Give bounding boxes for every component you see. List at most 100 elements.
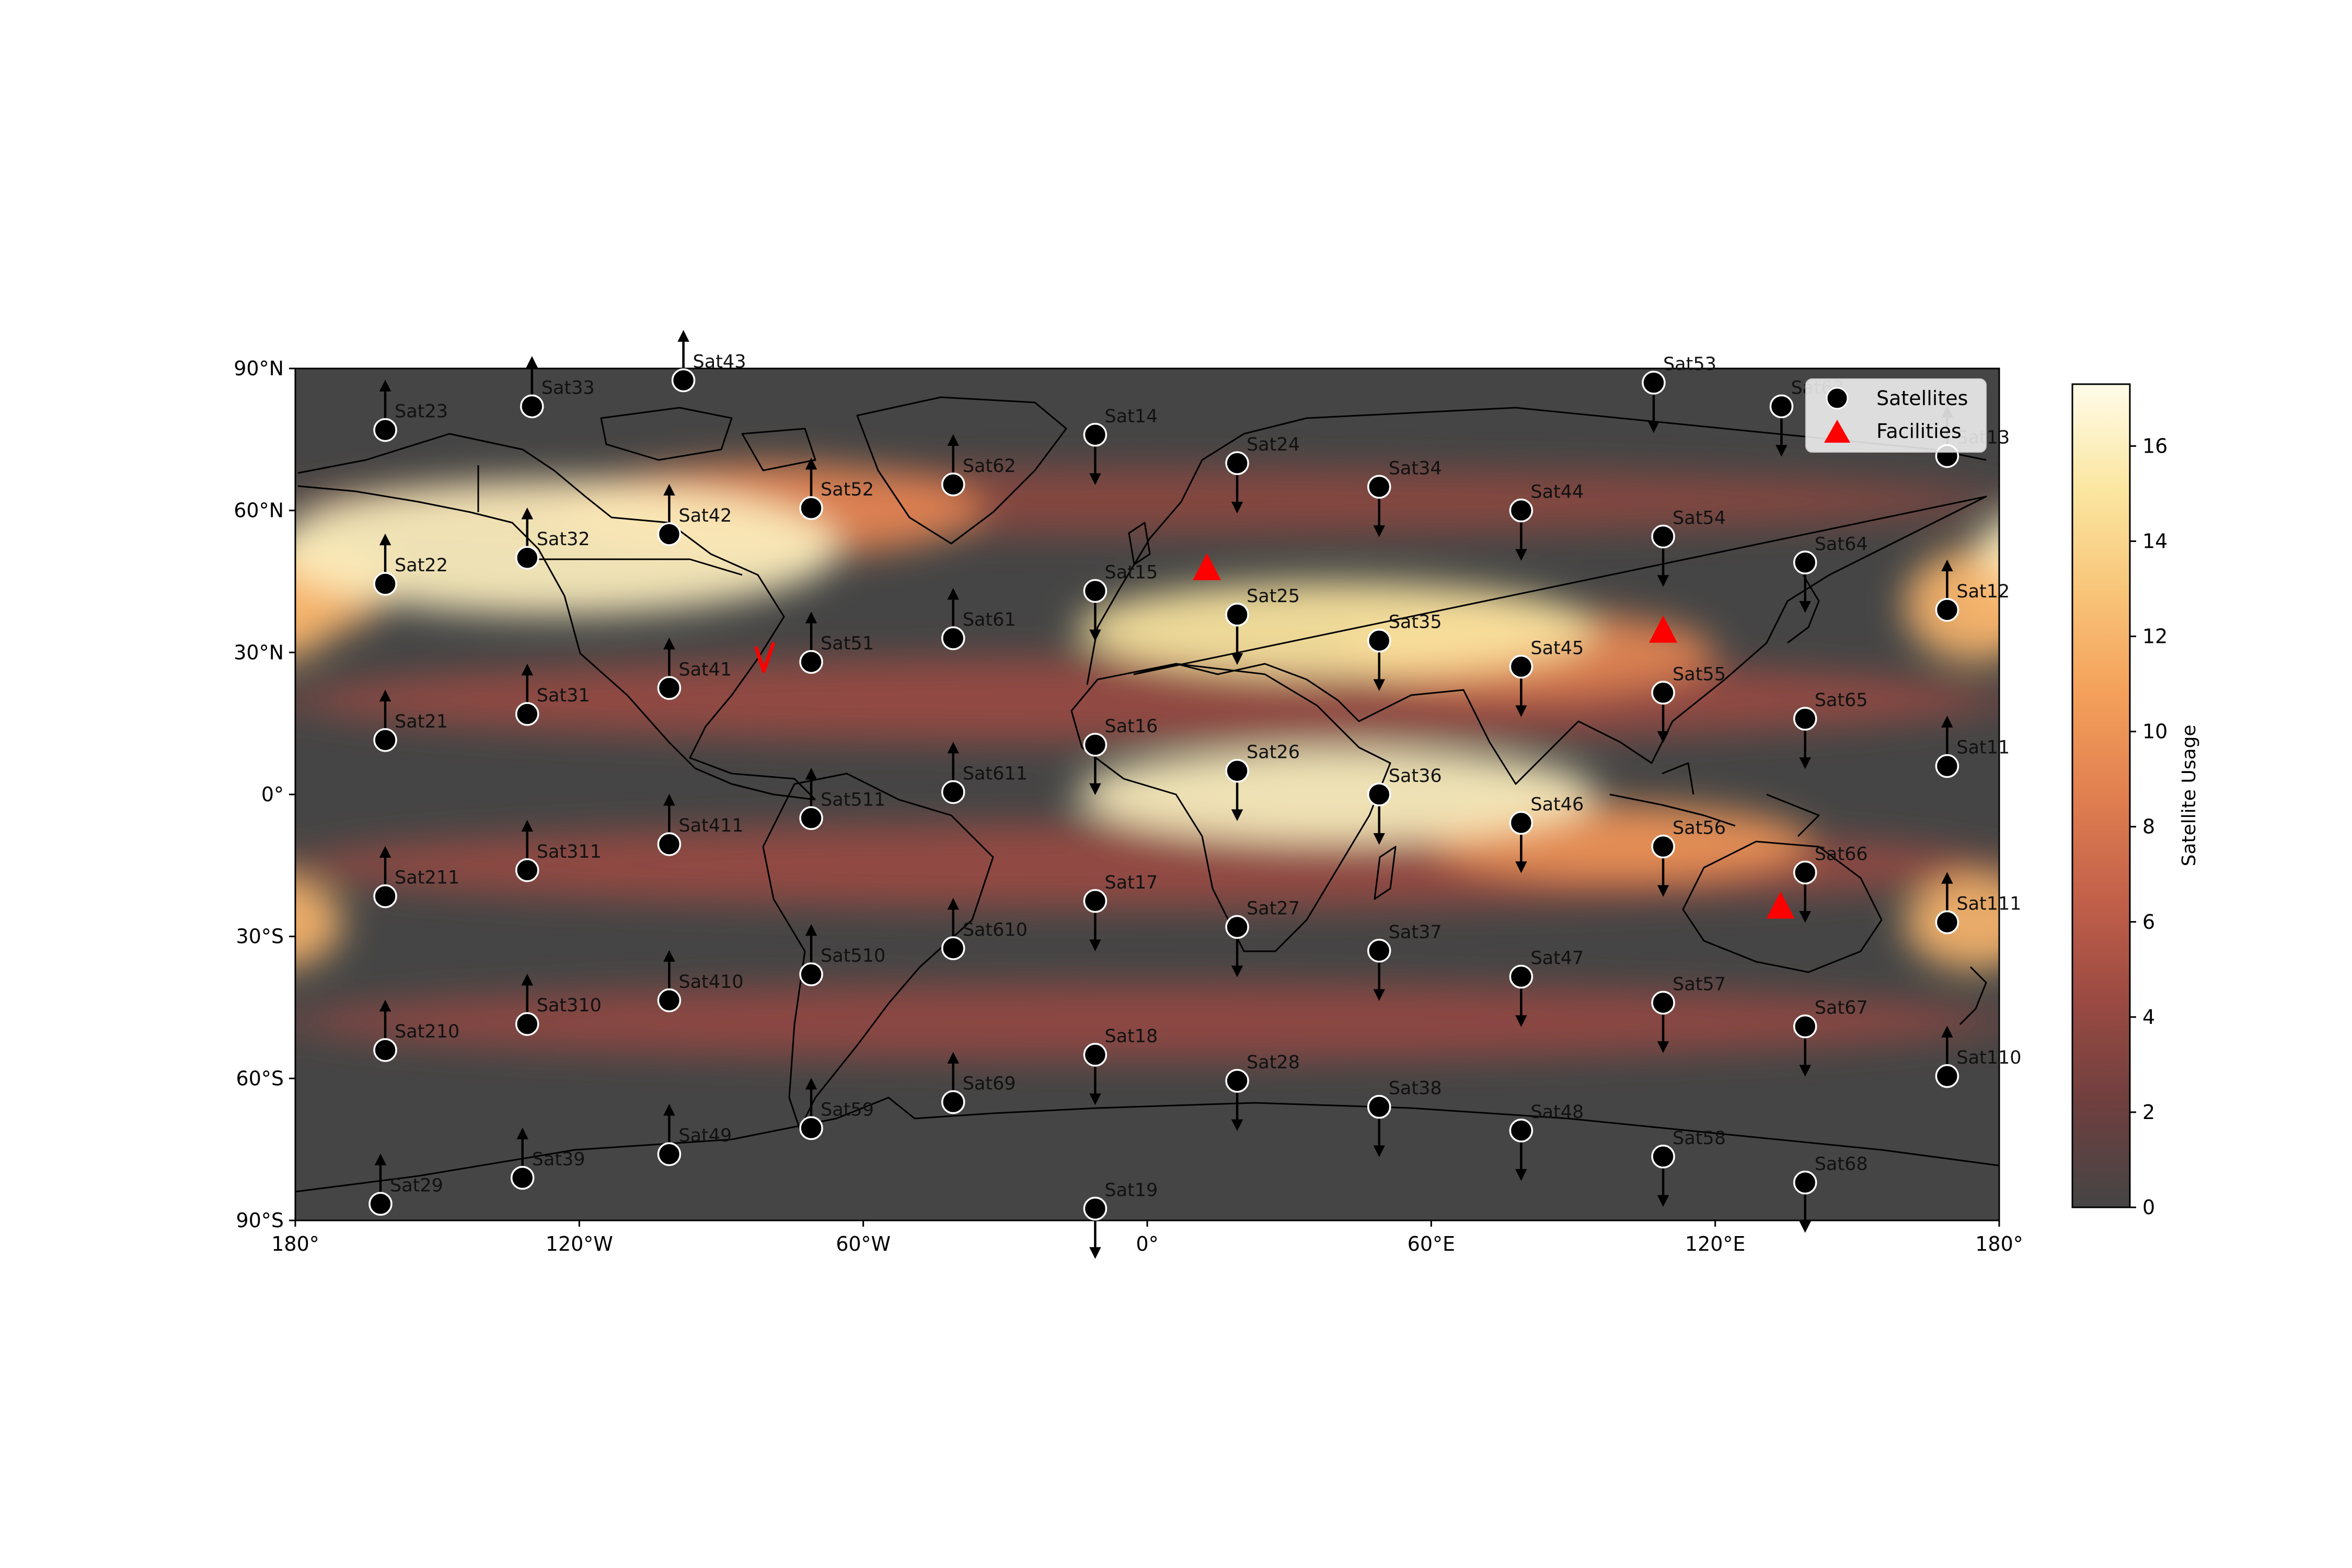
satellite-sat511: Sat511 (799, 768, 885, 831)
satellite-sat41: Sat41 (657, 638, 732, 700)
satellite-sat14: Sat14 (1083, 406, 1158, 486)
usage-band (2259, 463, 2352, 558)
satellite-label: Sat43 (693, 352, 746, 373)
satellite-label: Sat38 (1389, 1078, 1442, 1099)
legend-facilities-label: Facilities (1876, 420, 1962, 443)
satellite-sat68: Sat68 (1793, 1154, 1868, 1233)
satellite-label: Sat65 (1815, 690, 1868, 711)
satellite-marker (1651, 681, 1675, 705)
satellite-marker (799, 496, 823, 520)
satellite-sat22: Sat22 (373, 533, 448, 596)
map-panel (294, 367, 2352, 1221)
satellite-marker (941, 936, 965, 961)
satellite-sat25: Sat25 (1225, 586, 1300, 665)
satellite-sat39: Sat39 (510, 1127, 585, 1190)
colorbar-gradient (2071, 383, 2131, 1208)
satellite-marker (941, 780, 965, 804)
satellite-marker (1367, 628, 1391, 653)
satellite-label: Sat111 (1956, 894, 2021, 915)
satellite-sat57: Sat57 (1651, 974, 1726, 1053)
colorbar-tick-label: 4 (2142, 1006, 2155, 1029)
us-canada-border (523, 558, 743, 576)
satellite-marker (657, 988, 682, 1012)
satellite-label: Sat35 (1389, 612, 1442, 633)
satellite-label: Sat12 (1956, 581, 2010, 602)
usage-band (295, 878, 343, 967)
satellite-label: Sat34 (1389, 458, 1442, 479)
satellite-label: Sat48 (1530, 1102, 1584, 1123)
satellite-label: Sat46 (1530, 794, 1584, 815)
facility-marker (754, 642, 775, 673)
satellite-label: Sat311 (537, 841, 602, 862)
y-tick-label: 60°N (234, 499, 284, 522)
satellite-label: Sat68 (1815, 1154, 1868, 1175)
satellite-sat210: Sat210 (373, 999, 459, 1062)
satellite-marker (373, 418, 397, 442)
satellite-marker (1793, 550, 1817, 575)
satellite-sat69: Sat69 (941, 1052, 1016, 1114)
satellite-label: Sat14 (1104, 406, 1158, 427)
satellite-label: Sat55 (1673, 664, 1726, 685)
satellite-sat18: Sat18 (1083, 1026, 1158, 1105)
colorbar-tick-label: 2 (2142, 1101, 2155, 1124)
satellite-sat61: Sat61 (941, 587, 1016, 650)
satellite-sat32: Sat32 (515, 507, 590, 570)
satellite-marker (1793, 1014, 1817, 1039)
satellite-marker (368, 1192, 393, 1216)
south-america-coast (762, 773, 994, 1130)
satellite-marker (1367, 1094, 1391, 1119)
satellite-label: Sat51 (821, 633, 874, 654)
satellite-sat611: Sat611 (941, 742, 1028, 804)
satellite-marker (1509, 1119, 1534, 1143)
antarctica-coast (295, 1097, 1999, 1193)
satellite-label: Sat49 (678, 1125, 732, 1146)
satellite-label: Sat54 (1673, 508, 1726, 528)
satellite-marker (1651, 524, 1675, 549)
satellite-marker (941, 1090, 965, 1114)
facility-marker (1193, 553, 1221, 581)
satellite-sat111: Sat111 (1935, 872, 2022, 935)
colorbar: 0 2 4 6 8 10 12 14 16 Satellite Usage (2071, 383, 2200, 1219)
legend: Satellites Facilities (1805, 378, 1987, 453)
satellite-label: Sat11 (1956, 737, 2010, 758)
facility-marker (1766, 891, 1795, 919)
satellite-marker (373, 1038, 397, 1062)
satellite-marker (1509, 654, 1534, 679)
satellite-label: Sat32 (537, 529, 590, 550)
colorbar-ticks: 0 2 4 6 8 10 12 14 16 (2130, 434, 2167, 1219)
satellite-marker (373, 728, 397, 752)
satellite-sat44: Sat44 (1509, 482, 1584, 561)
satellite-label: Sat410 (678, 972, 743, 993)
usage-band (1999, 984, 2352, 1059)
satellite-sat35: Sat35 (1367, 612, 1442, 691)
satellite-label: Sat67 (1815, 998, 1868, 1019)
satellite-sat11: Sat11 (1935, 716, 2010, 778)
satellite-marker (1935, 598, 1959, 622)
satellite-sat62: Sat62 (941, 434, 1016, 497)
satellite-label: Sat27 (1247, 898, 1300, 919)
longitude-ticks: 180° 120°W 60°W 0° 60°E 120°E 180° (271, 1220, 2023, 1255)
satellite-sat29: Sat29 (368, 1154, 443, 1216)
usage-band (1076, 747, 1597, 842)
europe-asia-coast (1086, 407, 1987, 785)
satellite-sat56: Sat56 (1651, 818, 1726, 897)
satellite-sat17: Sat17 (1083, 872, 1158, 951)
satellite-marker (1651, 834, 1675, 859)
satellite-marker (1935, 754, 1959, 778)
satellite-label: Sat21 (395, 711, 448, 732)
satellite-label: Sat69 (963, 1074, 1016, 1094)
satellite-label: Sat31 (537, 685, 590, 706)
x-tick-label: 180° (271, 1232, 319, 1255)
satellite-sat16: Sat16 (1083, 716, 1158, 795)
uk-coast (1128, 522, 1151, 566)
satellite-sat310: Sat310 (515, 973, 602, 1036)
satellite-marker (657, 676, 682, 700)
satellite-label: Sat611 (963, 763, 1028, 784)
satellite-sat53: Sat53 (1642, 354, 1716, 433)
satellite-marker (510, 1166, 535, 1190)
satellite-sat64: Sat64 (1793, 534, 1868, 613)
satellite-label: Sat57 (1673, 974, 1726, 995)
satellite-label: Sat45 (1530, 638, 1584, 659)
satellite-sat38: Sat38 (1367, 1078, 1442, 1157)
satellite-sat37: Sat37 (1367, 922, 1442, 1001)
